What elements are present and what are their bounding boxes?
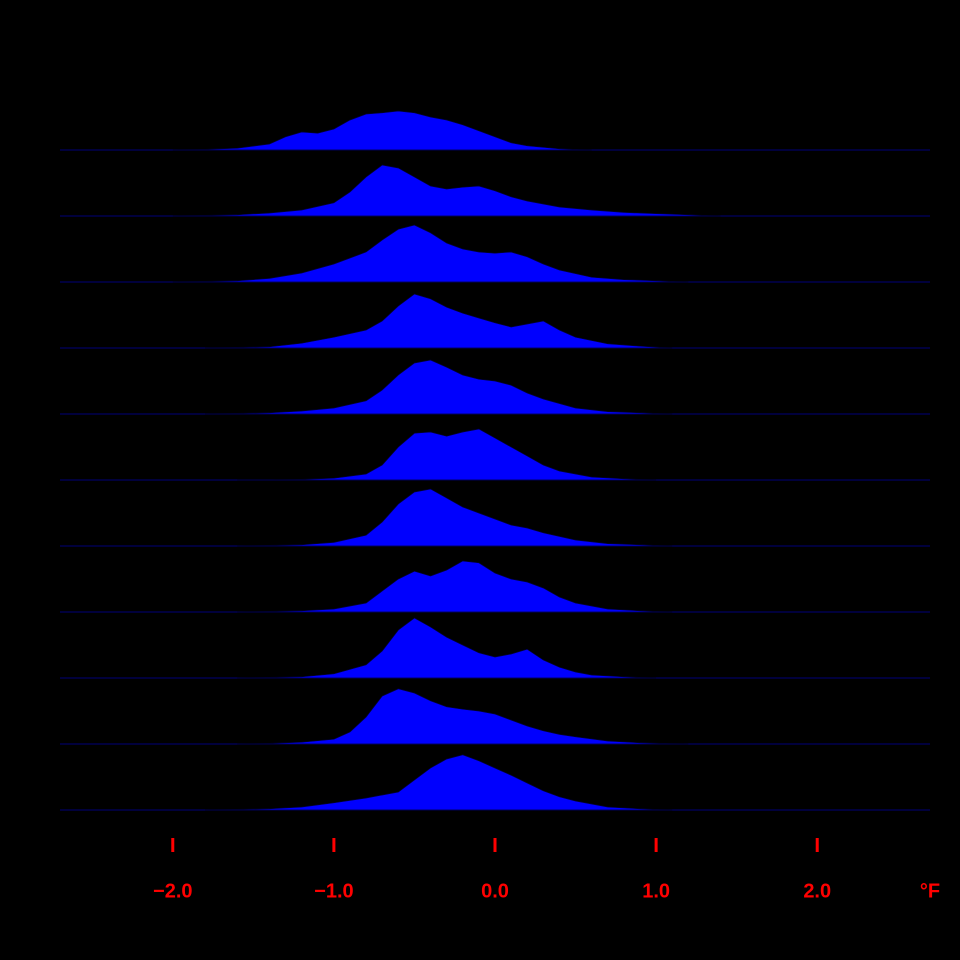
ridgeline-chart: −2.0 −1.0 0.0 1.0 2.0 °F <box>0 0 960 960</box>
x-tick-label: 0.0 <box>481 880 509 902</box>
x-tick-label: −2.0 <box>153 880 192 902</box>
x-tick-label: −1.0 <box>314 880 353 902</box>
x-tick-label: 1.0 <box>642 880 670 902</box>
x-tick-label: 2.0 <box>803 880 831 902</box>
x-axis-unit-label: °F <box>920 880 940 902</box>
